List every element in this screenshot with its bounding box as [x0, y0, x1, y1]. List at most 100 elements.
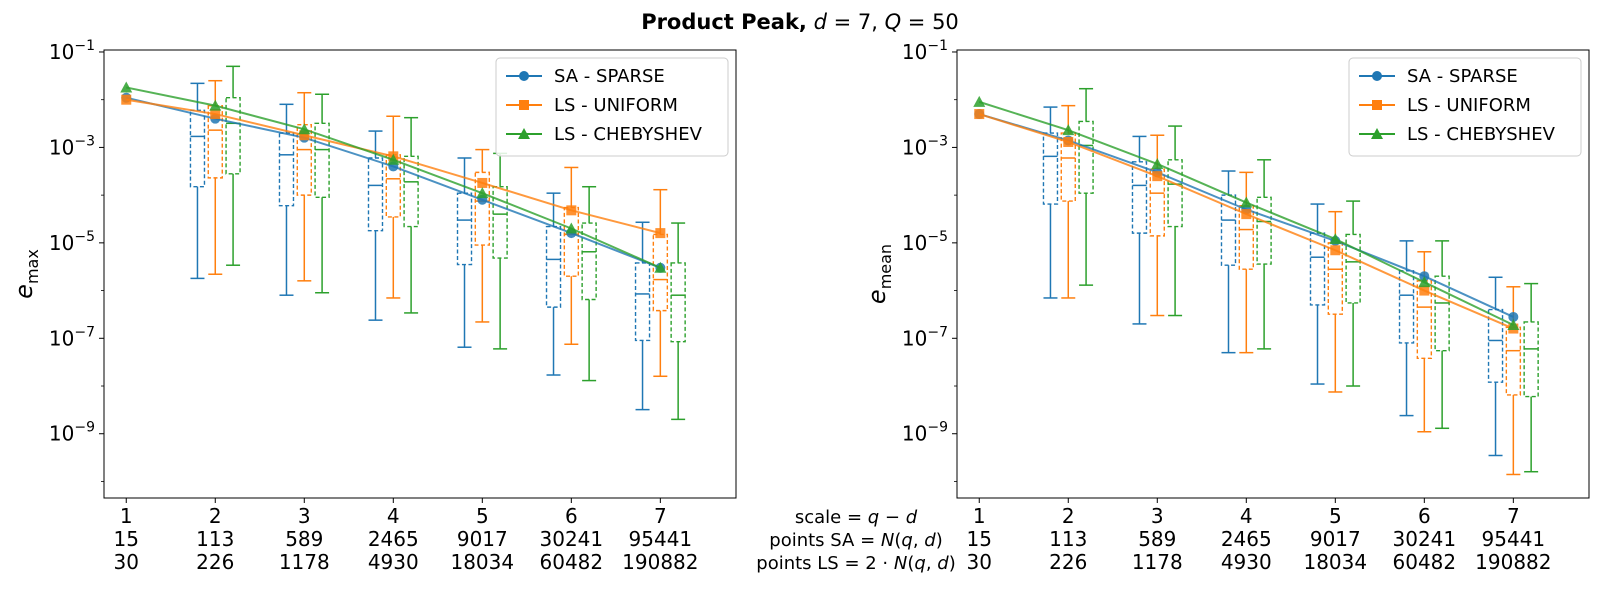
- x-tick-label-row-2: 15: [114, 527, 139, 551]
- description-part: d: [924, 530, 936, 551]
- legend-entry-label: LS - UNIFORM: [554, 95, 678, 116]
- data-point-ls-chebyshev: [565, 222, 578, 234]
- x-tick-label-row-2: 113: [196, 527, 234, 551]
- description-part: −: [879, 507, 906, 528]
- box-iqr: [670, 262, 686, 343]
- y-tick-label: 10−1: [902, 38, 948, 64]
- legend-marker-circle: [519, 71, 529, 81]
- x-axis-row-description-3: points LS = 2 · N(q, d): [756, 553, 955, 574]
- box-iqr: [492, 186, 508, 259]
- x-tick-label-row-2: 9017: [1310, 527, 1361, 551]
- x-tick-label-row-2: 2465: [368, 527, 419, 551]
- box-iqr: [314, 122, 330, 199]
- box-iqr: [634, 262, 651, 342]
- x-tick-label-row-2: 30241: [540, 527, 604, 551]
- x-tick-label-row-1: 7: [654, 504, 667, 528]
- x-tick-label-row-3: 190882: [622, 550, 698, 574]
- data-point-ls-uniform: [974, 109, 985, 120]
- x-tick-label-row-3: 226: [196, 550, 234, 574]
- y-tick-base: 10: [902, 135, 927, 159]
- figure-title-param-part: = 7,: [827, 10, 885, 34]
- boxplot-ls-chebyshev: [225, 65, 241, 266]
- y-axis-label-base: e: [10, 284, 38, 299]
- data-point-ls-uniform: [566, 205, 577, 216]
- y-tick-label: 10−9: [49, 420, 95, 446]
- figure-title: Product Peak, d = 7, Q = 50: [641, 10, 959, 34]
- left-chart-emax: 10−110−310−510−710−9emax1153021132263589…: [10, 38, 737, 574]
- x-tick-label-row-2: 2465: [1221, 527, 1272, 551]
- y-tick-exponent: −7: [927, 324, 948, 340]
- y-tick-base: 10: [902, 422, 927, 446]
- x-tick-label-row-3: 1178: [1132, 550, 1183, 574]
- boxplot-sa-sparse: [1220, 170, 1237, 354]
- data-point-ls-chebyshev: [209, 99, 222, 111]
- box-iqr: [1078, 120, 1094, 194]
- box-iqr: [1398, 270, 1415, 344]
- x-tick-label-row-2: 95441: [1482, 527, 1546, 551]
- description-part: (: [894, 530, 901, 551]
- data-point-ls-chebyshev: [120, 81, 133, 93]
- boxplot-sa-sparse: [1042, 106, 1059, 299]
- x-tick-label-row-1: 5: [476, 504, 489, 528]
- description-part: N: [894, 553, 907, 574]
- box-iqr: [403, 155, 419, 228]
- box-iqr: [367, 157, 384, 232]
- x-tick-label-row-1: 5: [1329, 504, 1342, 528]
- boxplot-sa-sparse: [1131, 135, 1148, 325]
- y-tick-exponent: −1: [74, 38, 95, 54]
- legend-entry-label: SA - SPARSE: [554, 66, 665, 87]
- x-tick-label-row-2: 95441: [629, 527, 693, 551]
- data-point-ls-chebyshev: [298, 123, 311, 135]
- box-iqr: [1167, 159, 1183, 228]
- description-part: ,: [913, 530, 924, 551]
- x-tick-label-row-2: 113: [1049, 527, 1087, 551]
- y-tick-label: 10−7: [902, 324, 948, 350]
- data-point-ls-uniform: [477, 177, 488, 188]
- x-tick-label-row-3: 60482: [1393, 550, 1457, 574]
- legend: SA - SPARSE LS - UNIFORM LS - CHEBYSHEV: [495, 57, 729, 157]
- description-part: N: [881, 530, 894, 551]
- box-iqr: [581, 222, 597, 301]
- x-tick-label-row-1: 7: [1507, 504, 1520, 528]
- legend-entry-label: SA - SPARSE: [1407, 66, 1518, 87]
- x-tick-label-row-1: 1: [973, 504, 986, 528]
- x-tick-label-row-1: 4: [1240, 504, 1253, 528]
- plot-frame: [956, 49, 1590, 499]
- x-tick-label-row-3: 18034: [450, 550, 514, 574]
- legend-marker-triangle: [1371, 128, 1383, 139]
- y-axis-label: emax: [10, 249, 42, 299]
- data-point-ls-chebyshev: [1329, 233, 1342, 245]
- x-tick-label-row-1: 2: [209, 504, 222, 528]
- y-axis-label-subscript: max: [23, 249, 42, 284]
- boxplot-ls-chebyshev: [1434, 240, 1450, 430]
- description-part: d: [906, 507, 918, 528]
- boxplot-sa-sparse: [1309, 203, 1326, 385]
- boxplot-sa-sparse: [1398, 240, 1415, 417]
- description-part: points SA =: [769, 530, 881, 551]
- y-tick-base: 10: [902, 231, 927, 255]
- y-tick-base: 10: [49, 326, 74, 350]
- y-tick-label: 10−5: [49, 229, 95, 255]
- x-axis-row-description-1: scale = q − d: [795, 507, 918, 528]
- data-point-ls-uniform: [1063, 136, 1074, 147]
- figure-title-param-part: [807, 10, 814, 34]
- legend-box: [495, 57, 729, 157]
- description-part: d: [937, 553, 949, 574]
- data-point-sa-sparse: [1508, 311, 1519, 322]
- x-tick-label-row-3: 30: [114, 550, 139, 574]
- x-tick-label-row-3: 226: [1049, 550, 1087, 574]
- figure-title-param-part: d: [814, 10, 828, 34]
- x-tick-label-row-2: 589: [1138, 527, 1176, 551]
- x-tick-label-row-1: 3: [1151, 504, 1164, 528]
- boxplot-sa-sparse: [367, 130, 384, 321]
- y-tick-exponent: −3: [74, 133, 95, 149]
- data-point-ls-chebyshev: [1507, 318, 1520, 330]
- y-tick-label: 10−3: [49, 133, 95, 159]
- data-point-ls-chebyshev: [1062, 124, 1075, 136]
- x-tick-label-row-3: 4930: [1221, 550, 1272, 574]
- data-point-ls-uniform: [1241, 209, 1252, 220]
- boxplot-ls-chebyshev: [1256, 159, 1272, 350]
- box-iqr: [225, 97, 241, 175]
